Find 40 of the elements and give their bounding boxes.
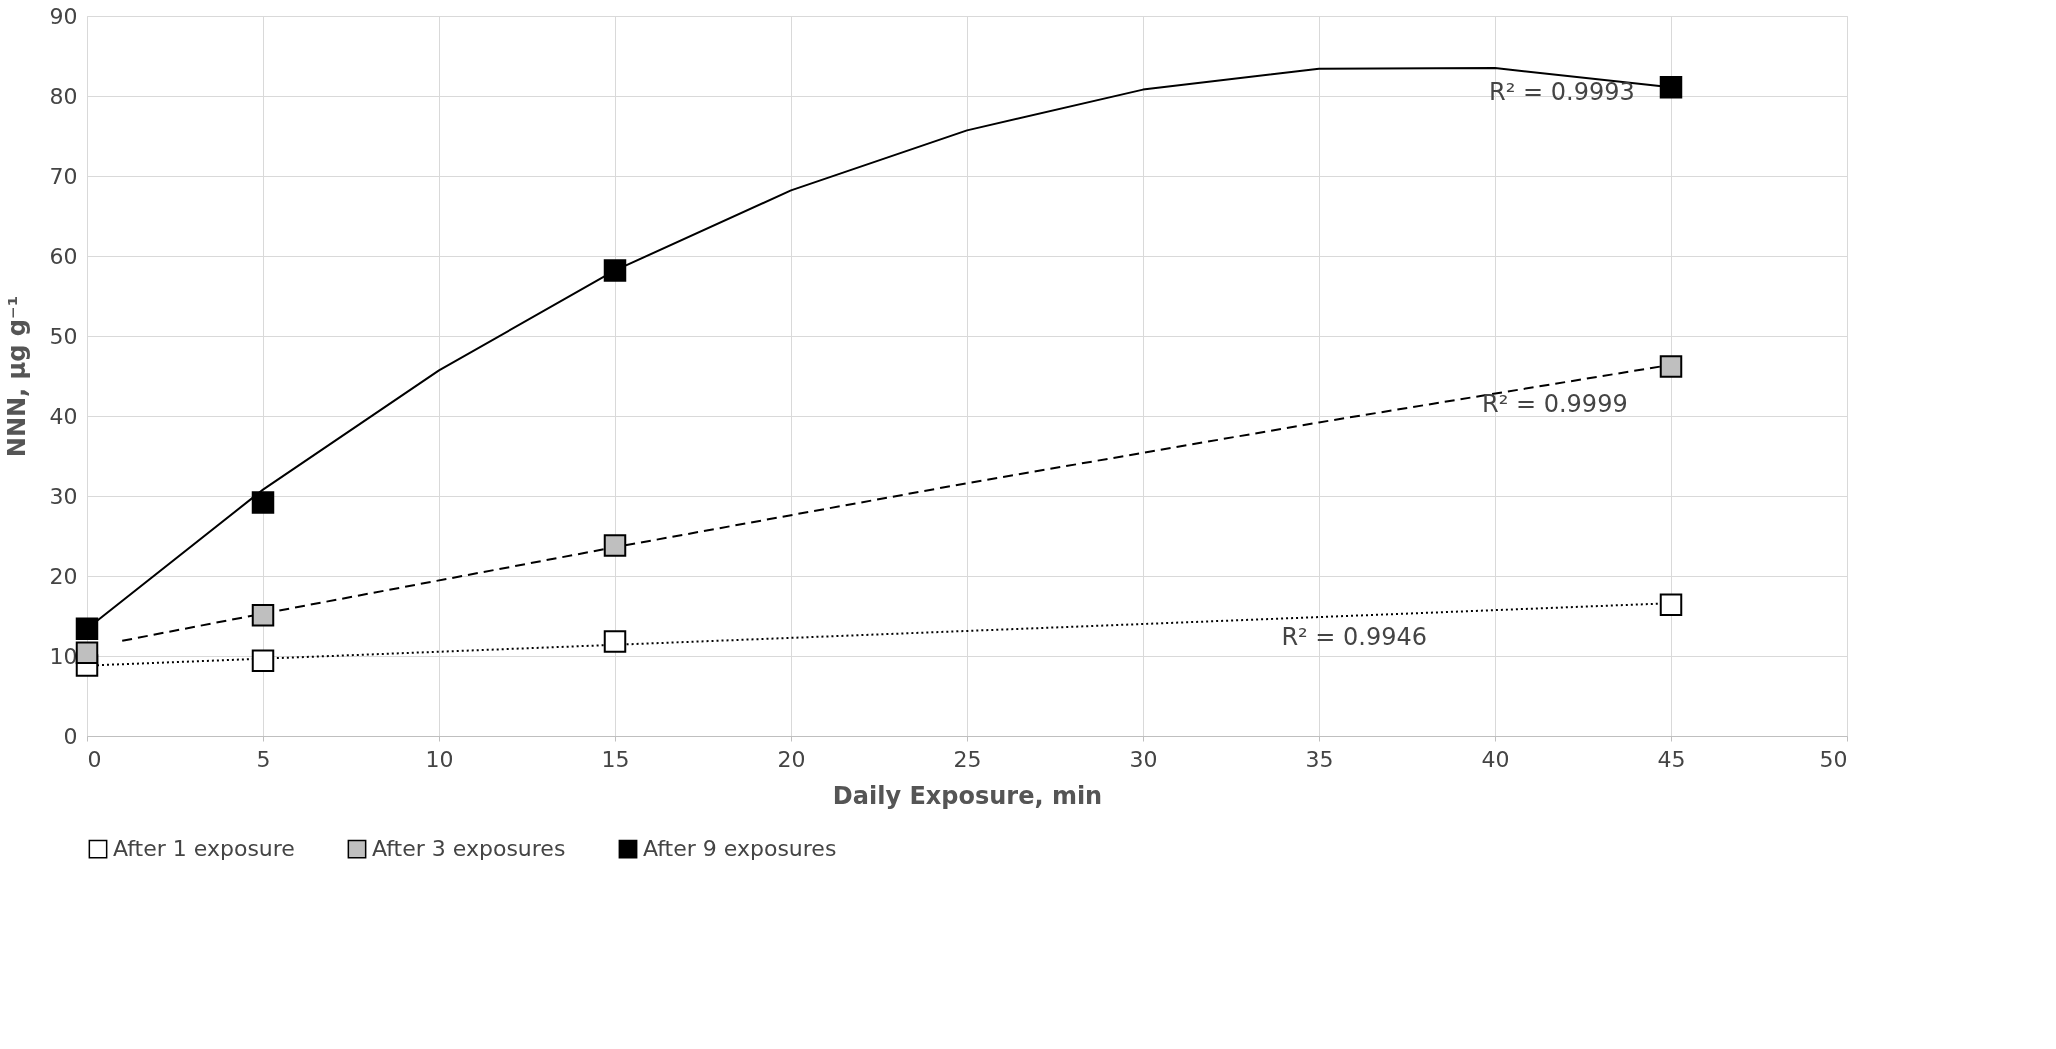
point [251, 649, 275, 673]
x-tick-label: 45 [1657, 746, 1686, 772]
point [251, 603, 275, 627]
x-tick-label: 25 [953, 746, 982, 772]
y-tick-label: 10 [49, 643, 78, 669]
point [1659, 593, 1683, 617]
x-axis-title: Daily Exposure, min [832, 781, 1103, 810]
y-tick-label: 80 [49, 83, 78, 109]
point [603, 630, 627, 653]
annotation: R² = 0.9993 [1489, 78, 1635, 107]
annotation: R² = 0.9946 [1281, 623, 1428, 651]
point [603, 534, 627, 557]
legend-label: After 9 exposures [643, 836, 837, 862]
y-tick-label: 70 [49, 163, 78, 189]
y-tick-label: 30 [49, 483, 78, 509]
y-tick-label: 60 [49, 243, 78, 269]
y-tick-label: 90 [49, 3, 78, 29]
annotation: R² = 0.9999 [1482, 390, 1628, 419]
x-tick-label: 40 [1481, 746, 1510, 772]
x-tick-label: 35 [1305, 746, 1334, 772]
point [1659, 355, 1683, 378]
x-tick-label: 15 [601, 746, 630, 772]
y-tick-label: 0 [63, 723, 78, 749]
x-tick-label: 50 [1819, 746, 1848, 772]
point [75, 617, 99, 641]
x-tick-label: 30 [1129, 746, 1158, 772]
y-tick-label: 20 [49, 563, 78, 589]
point [1659, 75, 1683, 99]
x-tick-label: 5 [256, 746, 271, 772]
legend-label: After 1 exposure [113, 836, 295, 862]
point [603, 259, 627, 282]
x-tick-label: 0 [87, 746, 102, 772]
x-tick-label: 10 [425, 746, 454, 772]
legend-label: After 3 exposures [372, 836, 566, 862]
point [251, 491, 275, 514]
point [75, 641, 99, 665]
y-tick-label: 40 [49, 403, 78, 429]
y-axis-title: NNN, µg g⁻¹ [2, 295, 31, 458]
y-tick-label: 50 [49, 323, 78, 349]
x-tick-label: 20 [777, 746, 806, 772]
